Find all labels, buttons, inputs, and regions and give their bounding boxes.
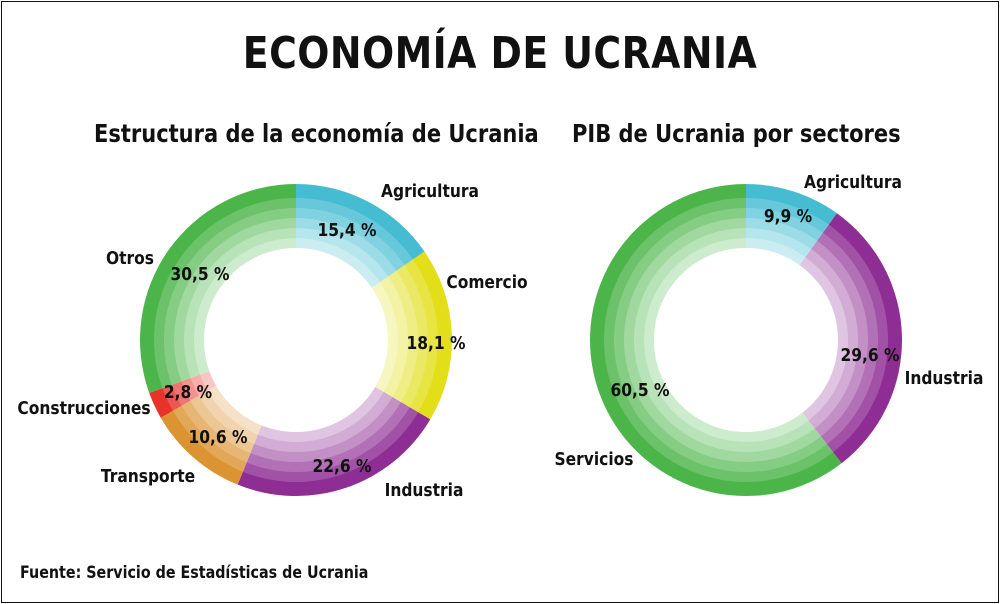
donut-chart-gdp: 9,9 % Agricultura 29,6 % Industria 60,5 % Ser… bbox=[555, 171, 984, 496]
data-label-agricultura: 15,4 % bbox=[317, 219, 376, 240]
slice-agricultura bbox=[746, 184, 837, 266]
slice-industria bbox=[237, 386, 431, 496]
slice-transporte bbox=[160, 385, 262, 485]
category-label-transporte: Transporte bbox=[101, 465, 195, 486]
category-label-industria: Industria bbox=[385, 479, 464, 500]
source-note: Fuente: Servicio de Estadísticas de Ucra… bbox=[20, 563, 369, 583]
category-label-servicios: Servicios bbox=[555, 448, 634, 469]
data-label-construcciones: 2,8 % bbox=[164, 381, 212, 402]
data-label-transporte: 10,6 % bbox=[188, 426, 247, 447]
category-label-comercio: Comercio bbox=[446, 271, 527, 292]
data-label-otros: 30,5 % bbox=[170, 263, 229, 284]
data-label-industria: 29,6 % bbox=[840, 344, 899, 365]
category-label-agricultura: Agricultura bbox=[804, 171, 902, 192]
category-label-otros: Otros bbox=[106, 247, 154, 268]
chart-title-structure: Estructura de la economía de Ucrania bbox=[94, 119, 539, 148]
data-label-agricultura: 9,9 % bbox=[764, 205, 812, 226]
data-label-comercio: 18,1 % bbox=[406, 332, 465, 353]
category-label-agricultura: Agricultura bbox=[381, 180, 479, 201]
main-title: ECONOMÍA DE UCRANIA bbox=[242, 28, 758, 79]
slice-construcciones bbox=[149, 371, 217, 418]
category-label-industria: Industria bbox=[905, 367, 984, 388]
donut-chart-structure: 15,4 %Agricultura 18,1 % Comercio 22,6 % Ind… bbox=[17, 180, 527, 500]
slice-servicios bbox=[590, 184, 842, 496]
data-label-servicios: 60,5 % bbox=[610, 379, 669, 400]
slice-otros bbox=[139, 184, 296, 393]
slice-comercio bbox=[371, 251, 453, 420]
chart-title-gdp: PIB de Ucrania por sectores bbox=[572, 119, 901, 148]
category-label-construcciones: Construcciones bbox=[17, 397, 150, 418]
slice-agricultura bbox=[296, 184, 425, 288]
data-label-industria: 22,6 % bbox=[312, 455, 371, 476]
donut-hole bbox=[204, 248, 388, 432]
slice-industria bbox=[799, 213, 903, 464]
donut-hole bbox=[654, 248, 838, 432]
